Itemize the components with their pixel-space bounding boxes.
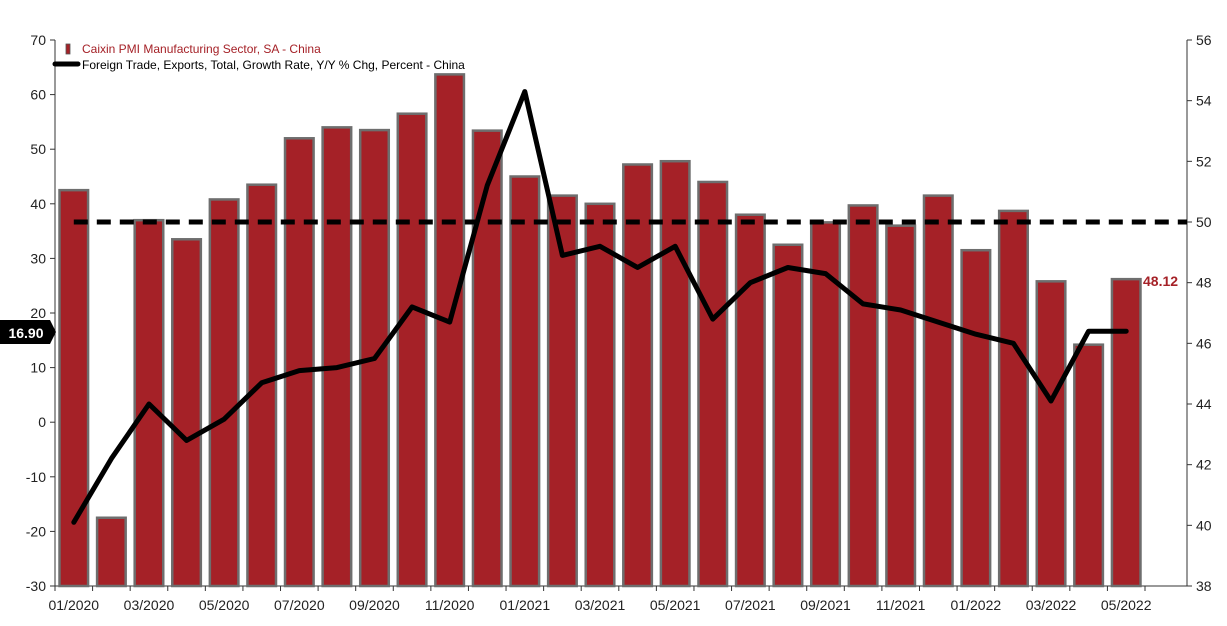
- bar: [321, 126, 353, 588]
- x-tick-label: 09/2021: [800, 597, 851, 613]
- left-value-callout: 16.90: [0, 320, 56, 344]
- line-series: [71, 89, 1129, 525]
- right-tick-label: 40: [1196, 517, 1212, 533]
- bar: [546, 194, 578, 588]
- left-tick-label: -30: [26, 578, 46, 594]
- right-tick-label: 42: [1196, 457, 1212, 473]
- right-tick-label: 48: [1196, 275, 1212, 291]
- right-tick-label: 56: [1196, 32, 1212, 48]
- x-tick-label: 01/2020: [48, 597, 99, 613]
- x-tick-label: 01/2022: [951, 597, 1002, 613]
- left-tick-label: 0: [38, 414, 46, 430]
- left-tick-label: 70: [30, 32, 46, 48]
- left-tick-label: 10: [30, 360, 46, 376]
- x-tick-label: 11/2020: [425, 597, 475, 613]
- right-value-callout: 48.12: [1143, 273, 1178, 289]
- bar: [1073, 343, 1105, 588]
- left-callout-shape: [0, 320, 56, 344]
- bar: [1110, 277, 1142, 588]
- bar: [471, 129, 503, 588]
- bar: [509, 175, 541, 588]
- right-tick-label: 46: [1196, 335, 1212, 351]
- bar: [58, 188, 90, 588]
- bar: [434, 73, 466, 588]
- bar: [809, 221, 842, 588]
- left-tick-label: 30: [30, 250, 46, 266]
- legend-label-bar: Caixin PMI Manufacturing Sector, SA - Ch…: [82, 42, 321, 56]
- right-tick-label: 38: [1196, 578, 1212, 594]
- right-tick-label: 52: [1196, 153, 1212, 169]
- x-tick-label: 11/2021: [876, 597, 926, 613]
- bar: [997, 209, 1029, 588]
- x-tick-label: 03/2022: [1026, 597, 1077, 613]
- left-callout-text: 16.90: [8, 325, 43, 341]
- right-y-axis: 38 40 42 44 46 48 50 52 54 56: [1187, 32, 1212, 594]
- bar: [847, 204, 879, 588]
- bar: [283, 137, 315, 588]
- bar: [171, 238, 203, 588]
- right-tick-label: 44: [1196, 396, 1212, 412]
- bar: [922, 194, 954, 588]
- legend: Caixin PMI Manufacturing Sector, SA - Ch…: [52, 42, 465, 72]
- right-tick-label: 54: [1196, 93, 1212, 109]
- bar: [396, 112, 428, 588]
- bar: [622, 163, 654, 588]
- bar: [659, 159, 691, 588]
- bar: [208, 198, 240, 588]
- left-tick-label: 50: [30, 141, 46, 157]
- x-tick-label: 01/2021: [500, 597, 551, 613]
- x-tick-label: 07/2020: [274, 597, 325, 613]
- export-growth-line: [71, 89, 1129, 525]
- left-tick-label: 40: [30, 196, 46, 212]
- bar: [95, 516, 127, 588]
- left-tick-label: -20: [26, 523, 46, 539]
- x-tick-label: 05/2022: [1101, 597, 1152, 613]
- left-tick-label: -10: [26, 469, 46, 485]
- legend-label-line: Foreign Trade, Exports, Total, Growth Ra…: [82, 58, 465, 72]
- left-y-axis: -30 -20 -10 0 10 20 30 40 50 60 70: [26, 32, 55, 594]
- x-tick-label: 09/2020: [349, 597, 400, 613]
- bar: [358, 128, 391, 588]
- legend-swatch-bar: [65, 43, 71, 55]
- bar-series: [58, 73, 1142, 588]
- bar: [772, 243, 804, 588]
- right-tick-label: 50: [1196, 214, 1212, 230]
- x-tick-label: 07/2021: [725, 597, 776, 613]
- left-tick-label: 20: [30, 305, 46, 321]
- x-tick-label: 05/2020: [199, 597, 250, 613]
- x-axis: 01/2020 03/2020 05/2020 07/2020 09/2020 11/20…: [48, 586, 1152, 613]
- x-tick-label: 05/2021: [650, 597, 701, 613]
- bar: [584, 202, 616, 588]
- x-tick-label: 03/2020: [124, 597, 175, 613]
- bar: [1035, 280, 1067, 588]
- x-tick-label: 03/2021: [575, 597, 626, 613]
- bar: [960, 248, 992, 588]
- bar: [885, 224, 917, 588]
- bar: [734, 213, 766, 588]
- bar: [697, 180, 729, 588]
- left-tick-label: 60: [30, 87, 46, 103]
